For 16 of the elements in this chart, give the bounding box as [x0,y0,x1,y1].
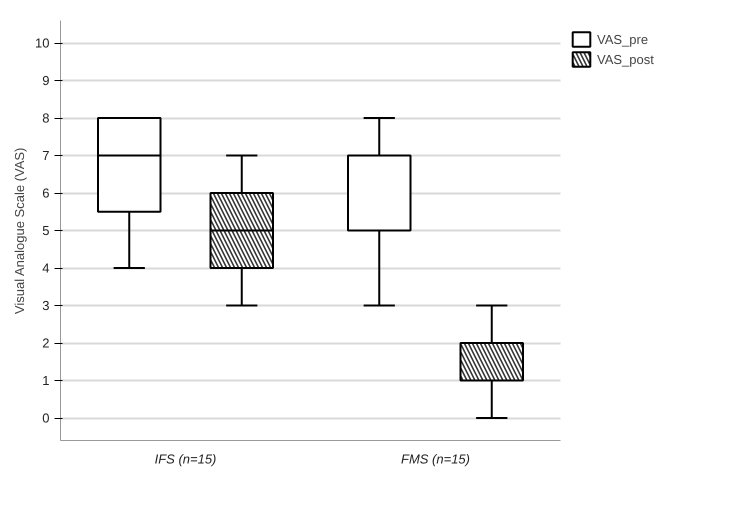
y-tick-label: 6 [42,186,50,200]
y-tick-label: 4 [42,260,50,276]
y-tick-label: 9 [42,73,50,88]
x-tick-label: IFS (n=15) [154,452,216,466]
legend-label: VAS_post [597,52,654,66]
y-tick-label: 1 [42,373,50,388]
y-axis-title: Visual Analogue Scale (VAS) [12,148,28,314]
y-tick-label: 8 [42,110,50,126]
y-tick-label: 7 [42,148,50,163]
y-tick-label: 5 [42,223,50,238]
y-tick-label: 10 [35,36,50,50]
y-tick-label: 2 [42,336,50,350]
x-tick-label: FMS (n=15) [401,452,470,466]
y-tick-label: 0 [42,410,50,426]
legend-label: VAS_pre [597,32,648,46]
y-tick-label: 3 [42,298,50,313]
